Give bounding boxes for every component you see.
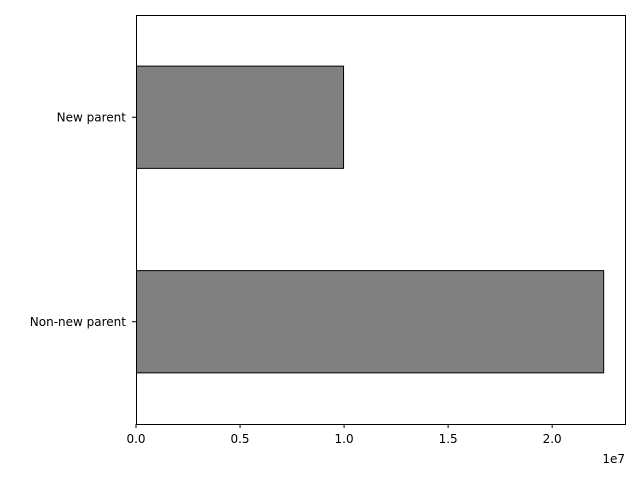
x-axis-ticks: 0.0 0.5 1.0 1.5 2.0 (126, 424, 562, 446)
bars-group (136, 65, 605, 374)
y-axis-ticks: New parent Non-new parent (30, 110, 136, 329)
x-tick-label: 0.0 (126, 432, 145, 446)
bar-non-new-parent (136, 270, 605, 374)
bar-new-parent (136, 65, 345, 169)
x-tick-label: 2.0 (543, 432, 562, 446)
x-tick-label: 0.5 (230, 432, 249, 446)
plot-frame (136, 15, 626, 425)
x-axis-offset-label: 1e7 (602, 452, 625, 466)
x-tick-label: 1.5 (439, 432, 458, 446)
y-tick-label: New parent (57, 110, 127, 124)
y-tick-label: Non-new parent (30, 315, 127, 329)
x-tick-label: 1.0 (335, 432, 354, 446)
